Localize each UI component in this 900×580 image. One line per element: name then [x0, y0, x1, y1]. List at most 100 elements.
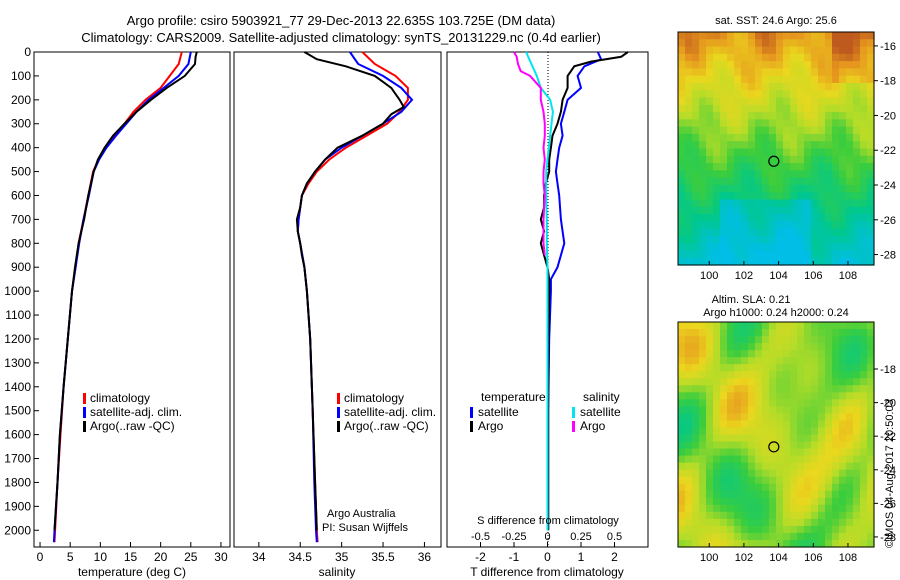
heatmap-cell	[699, 539, 707, 548]
heatmap-cell	[853, 448, 861, 457]
heatmap-cell	[692, 322, 700, 330]
heatmap-cell	[783, 39, 791, 48]
heatmap-cell	[727, 448, 735, 457]
heatmap-cell	[804, 90, 812, 99]
heatmap-cell	[762, 250, 770, 259]
heatmap-cell	[748, 155, 756, 164]
heatmap-cell	[867, 97, 875, 106]
heatmap-cell	[720, 469, 728, 478]
heatmap-cell	[734, 518, 742, 527]
heatmap-cell	[818, 525, 826, 534]
heatmap-cell	[860, 427, 868, 436]
heatmap-cell	[811, 343, 819, 351]
heatmap-cell	[846, 469, 854, 478]
map-x-tick-label: 108	[839, 270, 857, 282]
heatmap-cell	[811, 448, 819, 457]
heatmap-cell	[811, 329, 819, 337]
heatmap-cell	[776, 155, 784, 164]
heatmap-cell	[741, 90, 749, 99]
heatmap-cell	[776, 371, 784, 379]
heatmap-cell	[769, 184, 777, 193]
heatmap-cell	[748, 184, 756, 193]
heatmap-cell	[769, 214, 777, 222]
x-tick-label: 10	[94, 550, 108, 564]
heatmap-cell	[853, 413, 861, 422]
heatmap-cell	[762, 192, 770, 201]
heatmap-cell	[867, 82, 875, 91]
heatmap-cell	[811, 192, 819, 201]
heatmap-cell	[692, 448, 700, 457]
heatmap-cell	[678, 441, 686, 450]
y-tick-label: 900	[11, 260, 31, 274]
heatmap-cell	[741, 385, 749, 393]
series-line-argo-raw-qc-	[295, 51, 406, 531]
heatmap-cell	[790, 250, 798, 259]
heatmap-cell	[699, 90, 707, 99]
heatmap-cell	[748, 490, 756, 499]
heatmap-cell	[748, 126, 756, 135]
heatmap-cell	[853, 399, 861, 407]
heatmap-cell	[727, 32, 735, 40]
heatmap-cell	[790, 61, 798, 70]
heatmap-cell	[804, 119, 812, 128]
heatmap-cell	[776, 82, 784, 91]
heatmap-cell	[818, 155, 826, 164]
heatmap-cell	[776, 469, 784, 478]
heatmap-cell	[734, 119, 742, 128]
heatmap-cell	[727, 61, 735, 70]
heatmap-cell	[867, 448, 875, 457]
heatmap-cell	[853, 141, 861, 150]
heatmap-cell	[804, 329, 812, 337]
heatmap-cell	[699, 336, 707, 344]
heatmap-cell	[755, 53, 763, 62]
heatmap-cell	[790, 177, 798, 186]
heatmap-cell	[734, 525, 742, 534]
heatmap-cell	[692, 177, 700, 186]
heatmap-cell	[692, 155, 700, 164]
heatmap-cell	[713, 141, 721, 150]
heatmap-cell	[762, 511, 770, 520]
heatmap-cell	[811, 39, 819, 48]
heatmap-cell	[769, 448, 777, 457]
heatmap-cell	[853, 46, 861, 55]
heatmap-cell	[755, 343, 763, 351]
heatmap-cell	[783, 539, 791, 548]
heatmap-cell	[762, 119, 770, 128]
heatmap-cell	[741, 148, 749, 157]
map-y-tick-label: -16	[880, 41, 896, 53]
heatmap-cell	[818, 364, 826, 372]
heatmap-cell	[846, 192, 854, 201]
heatmap-cell	[818, 184, 826, 193]
figure-title-line1: Argo profile: csiro 5903921_77 29-Dec-20…	[127, 13, 556, 28]
heatmap-cell	[748, 462, 756, 471]
heatmap-cell	[818, 170, 826, 179]
heatmap-cell	[734, 82, 742, 91]
heatmap-cell	[769, 329, 777, 337]
heatmap-cell	[818, 199, 826, 208]
heatmap-cell	[748, 53, 756, 62]
heatmap-cell	[776, 104, 784, 113]
heatmap-cell	[776, 511, 784, 520]
heatmap-cell	[762, 112, 770, 120]
heatmap-cell	[713, 525, 721, 534]
heatmap-cell	[692, 385, 700, 393]
heatmap-cell	[692, 539, 700, 548]
heatmap-cell	[734, 199, 742, 208]
heatmap-cell	[783, 53, 791, 62]
heatmap-cell	[713, 112, 721, 120]
heatmap-cell	[783, 532, 791, 541]
difference-panel: -2 -1 0 1 2 -0.5 -0.25 0 0.25 0.5 T difference f…	[446, 51, 649, 579]
heatmap-cell	[825, 448, 833, 457]
heatmap-cell	[692, 525, 700, 534]
heatmap-cell	[720, 539, 728, 548]
heatmap-cell	[797, 441, 805, 450]
heatmap-cell	[839, 250, 847, 259]
heatmap-cell	[741, 413, 749, 422]
heatmap-cell	[811, 221, 819, 230]
heatmap-cell	[699, 343, 707, 351]
heatmap-cell	[692, 126, 700, 135]
heatmap-cell	[685, 112, 693, 120]
heatmap-cell	[769, 104, 777, 113]
heatmap-cell	[713, 97, 721, 106]
temperature-panel: 0100200300400500600700800900100011001200…	[4, 45, 231, 579]
